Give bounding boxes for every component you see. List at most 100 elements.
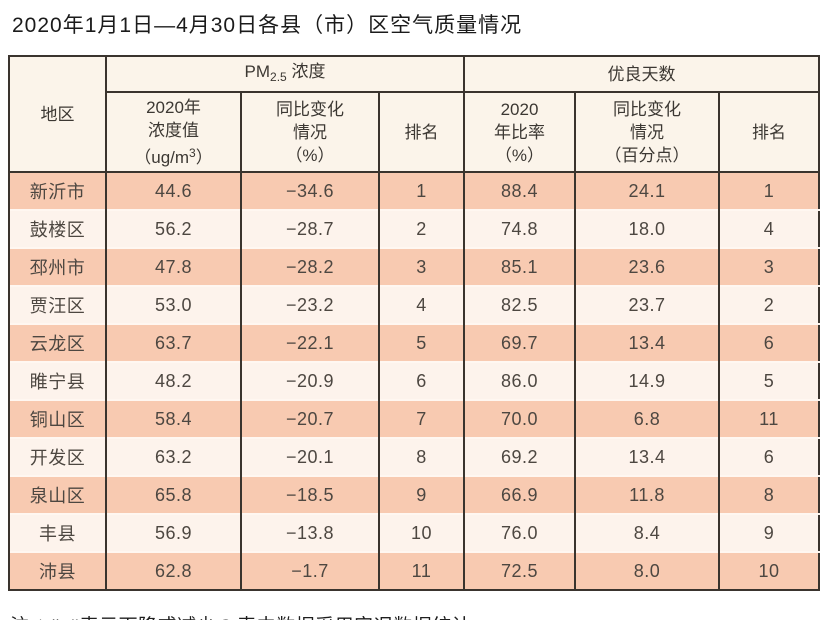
pm-rank-cell: 1 xyxy=(378,172,464,210)
pm-value-cell: 48.2 xyxy=(105,362,241,400)
table-row: 泉山区 65.8 −18.5 9 66.9 11.8 8 xyxy=(8,476,820,514)
region-cell: 贾汪区 xyxy=(8,286,106,324)
ratio-rank-cell: 10 xyxy=(717,552,820,590)
pm-rank-cell: 4 xyxy=(378,286,464,324)
ratio-rank-cell: 3 xyxy=(717,248,820,286)
group-header-row: 地区 PM2.5 浓度 优良天数 xyxy=(8,56,820,173)
table-row: 开发区 63.2 −20.1 8 69.2 13.4 6 xyxy=(8,438,820,476)
table-row: 沛县 62.8 −1.7 11 72.5 8.0 10 xyxy=(8,552,820,590)
table-row: 睢宁县 48.2 −20.9 6 86.0 14.9 5 xyxy=(8,362,820,400)
region-cell: 开发区 xyxy=(8,438,106,476)
table-row: 新沂市 44.6 −34.6 1 88.4 24.1 1 xyxy=(8,172,820,210)
region-column-header: 地区 xyxy=(8,56,106,173)
cubic-superscript: 3 xyxy=(189,145,196,160)
pm-value-column-header: 2020年 浓度值 （ug/m3） xyxy=(105,92,241,173)
ratio-rank-cell: 5 xyxy=(717,362,820,400)
ratio-cell: 66.9 xyxy=(463,476,575,514)
ratio-change-cell: 18.0 xyxy=(574,210,719,248)
pm-change-cell: −20.1 xyxy=(240,438,379,476)
pm-change-cell: −20.7 xyxy=(240,400,379,438)
pm-change-column-header: 同比变化 情况 （%） xyxy=(240,92,379,173)
good-days-group-header: 优良天数 xyxy=(462,56,820,93)
pm-value-cell: 65.8 xyxy=(105,476,241,514)
table-row: 云龙区 63.7 −22.1 5 69.7 13.4 6 xyxy=(8,324,820,362)
ratio-rank-cell: 6 xyxy=(717,438,820,476)
pm-change-cell: −13.8 xyxy=(240,514,379,552)
pm-change-cell: −34.6 xyxy=(240,172,379,210)
pm-change-cell: −18.5 xyxy=(240,476,379,514)
pm-rank-cell: 11 xyxy=(378,552,464,590)
pm-change-cell: −20.9 xyxy=(240,362,379,400)
pm-rank-cell: 8 xyxy=(378,438,464,476)
pm-rank-cell: 10 xyxy=(378,514,464,552)
table-title: 2020年1月1日—4月30日各县（市）区空气质量情况 xyxy=(12,14,523,37)
region-cell: 云龙区 xyxy=(8,324,106,362)
pm-value-cell: 58.4 xyxy=(105,400,241,438)
table-header: 地区 PM2.5 浓度 优良天数 2020年 浓度值 （ug/m3） 同比变化 … xyxy=(8,56,820,173)
pm-value-cell: 44.6 xyxy=(105,172,241,210)
pm-value-cell: 62.8 xyxy=(105,552,241,590)
region-cell: 邳州市 xyxy=(8,248,106,286)
pm-rank-cell: 5 xyxy=(378,324,464,362)
ratio-column-header: 2020 年比率 （%） xyxy=(463,92,575,173)
ratio-cell: 86.0 xyxy=(463,362,575,400)
ratio-cell: 74.8 xyxy=(463,210,575,248)
ratio-change-cell: 14.9 xyxy=(574,362,719,400)
ratio-cell: 69.2 xyxy=(463,438,575,476)
region-cell: 新沂市 xyxy=(8,172,106,210)
ratio-change-cell: 13.4 xyxy=(574,324,719,362)
air-quality-table: 地区 PM2.5 浓度 优良天数 2020年 浓度值 （ug/m3） 同比变化 … xyxy=(8,55,821,591)
pm25-group-header: PM2.5 浓度 xyxy=(105,56,464,93)
ratio-change-cell: 24.1 xyxy=(574,172,719,210)
region-cell: 沛县 xyxy=(8,552,106,590)
ratio-cell: 88.4 xyxy=(463,172,575,210)
pm-value-unit: （ug/m3） xyxy=(134,145,213,167)
ratio-cell: 76.0 xyxy=(463,514,575,552)
ratio-rank-cell: 2 xyxy=(717,286,820,324)
table-body: 新沂市 44.6 −34.6 1 88.4 24.1 1 鼓楼区 56.2 −28.7 2 74.8 1… xyxy=(8,172,820,590)
ratio-change-cell: 23.7 xyxy=(574,286,719,324)
pm-change-cell: −22.1 xyxy=(240,324,379,362)
region-cell: 鼓楼区 xyxy=(8,210,106,248)
table-row: 鼓楼区 56.2 −28.7 2 74.8 18.0 4 xyxy=(8,210,820,248)
pm-rank-cell: 2 xyxy=(378,210,464,248)
region-cell: 铜山区 xyxy=(8,400,106,438)
ratio-change-cell: 6.8 xyxy=(574,400,719,438)
pm-value-cell: 47.8 xyxy=(105,248,241,286)
ratio-rank-cell: 4 xyxy=(717,210,820,248)
pm-rank-column-header: 排名 xyxy=(378,92,464,173)
table-row: 贾汪区 53.0 −23.2 4 82.5 23.7 2 xyxy=(8,286,820,324)
pm-rank-cell: 3 xyxy=(378,248,464,286)
table-row: 丰县 56.9 −13.8 10 76.0 8.4 9 xyxy=(8,514,820,552)
ratio-change-cell: 11.8 xyxy=(574,476,719,514)
region-cell: 泉山区 xyxy=(8,476,106,514)
footnote: 注:1.“−”表示下降或减少;2.表中数据采用实况数据统计。 xyxy=(10,611,818,620)
ratio-change-column-header: 同比变化 情况 （百分点） xyxy=(574,92,719,173)
ratio-cell: 85.1 xyxy=(463,248,575,286)
pm-value-cell: 63.2 xyxy=(105,438,241,476)
pm-value-cell: 63.7 xyxy=(105,324,241,362)
pm-value-line1: 2020年 xyxy=(146,97,201,117)
ratio-change-cell: 23.6 xyxy=(574,248,719,286)
ratio-cell: 69.7 xyxy=(463,324,575,362)
ratio-cell: 70.0 xyxy=(463,400,575,438)
region-cell: 丰县 xyxy=(8,514,106,552)
pm-value-line2: 浓度值 xyxy=(148,120,199,140)
pm25-label-prefix: PM xyxy=(244,61,271,81)
pm-change-cell: −28.2 xyxy=(240,248,379,286)
pm-change-cell: −1.7 xyxy=(240,552,379,590)
sub-header-row: 2020年 浓度值 （ug/m3） 同比变化 情况 （%） 排名 2020 年比… xyxy=(9,92,820,173)
pm25-label-suffix: 浓度 xyxy=(286,61,326,81)
ratio-rank-cell: 11 xyxy=(717,400,820,438)
table-row: 邳州市 47.8 −28.2 3 85.1 23.6 3 xyxy=(8,248,820,286)
pm-value-cell: 53.0 xyxy=(105,286,241,324)
pm-change-cell: −23.2 xyxy=(240,286,379,324)
pm25-subscript: 2.5 xyxy=(270,69,287,84)
region-cell: 睢宁县 xyxy=(8,362,106,400)
table-row: 铜山区 58.4 −20.7 7 70.0 6.8 11 xyxy=(8,400,820,438)
pm-rank-cell: 6 xyxy=(378,362,464,400)
ratio-cell: 82.5 xyxy=(463,286,575,324)
ratio-change-cell: 13.4 xyxy=(574,438,719,476)
ratio-rank-cell: 9 xyxy=(717,514,820,552)
